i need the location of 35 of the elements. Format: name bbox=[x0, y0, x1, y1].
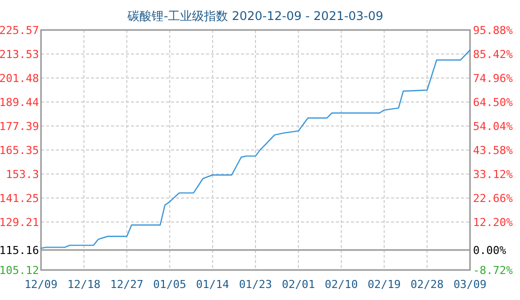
y2-tick-label: 85.42% bbox=[473, 48, 514, 61]
y-tick-label: 115.16 bbox=[0, 244, 39, 257]
x-tick-label: 12/09 bbox=[24, 278, 58, 291]
x-tick-label: 02/19 bbox=[368, 278, 401, 291]
x-tick-label: 01/23 bbox=[238, 278, 272, 291]
y-tick-label: 129.21 bbox=[0, 216, 39, 229]
line-series bbox=[40, 49, 471, 249]
y2-tick-label: -8.72% bbox=[473, 264, 514, 277]
x-tick-label: 01/05 bbox=[153, 278, 186, 291]
y2-tick-label: 54.04% bbox=[473, 120, 514, 133]
x-tick-label: 02/10 bbox=[324, 278, 358, 291]
chart-title: 碳酸锂-工业级指数 2020-12-09 - 2021-03-09 bbox=[126, 9, 384, 23]
y-tick-label: 153.3 bbox=[6, 168, 39, 181]
y2-tick-label: 95.88% bbox=[473, 24, 514, 37]
x-tick-label: 02/28 bbox=[410, 278, 444, 291]
y2-tick-label: 64.50% bbox=[473, 96, 514, 109]
y2-tick-label: 0.00% bbox=[473, 244, 506, 257]
y-tick-label: 225.57 bbox=[0, 24, 39, 37]
y-tick-label: 141.25 bbox=[0, 192, 39, 206]
y2-tick-label: 22.66% bbox=[473, 192, 514, 205]
x-tick-label: 12/18 bbox=[67, 278, 100, 291]
y2-tick-label: 33.12% bbox=[473, 168, 514, 181]
y-tick-label: 201.48 bbox=[0, 72, 39, 85]
x-tick-label: 03/09 bbox=[453, 278, 487, 291]
y2-tick-label: 12.20% bbox=[473, 216, 514, 229]
x-tick-label: 02/01 bbox=[282, 278, 315, 291]
y-tick-label: 213.53 bbox=[0, 48, 39, 61]
y-tick-label: 165.35 bbox=[0, 144, 39, 157]
y-tick-label: 189.44 bbox=[0, 96, 40, 109]
x-tick-label: 12/27 bbox=[110, 278, 144, 291]
y-tick-label: 105.12 bbox=[0, 264, 39, 277]
y-tick-label: 177.39 bbox=[0, 120, 39, 133]
x-tick-label: 01/14 bbox=[196, 278, 230, 291]
y2-tick-label: 43.58% bbox=[473, 144, 514, 157]
y2-tick-label: 74.96% bbox=[473, 72, 514, 85]
